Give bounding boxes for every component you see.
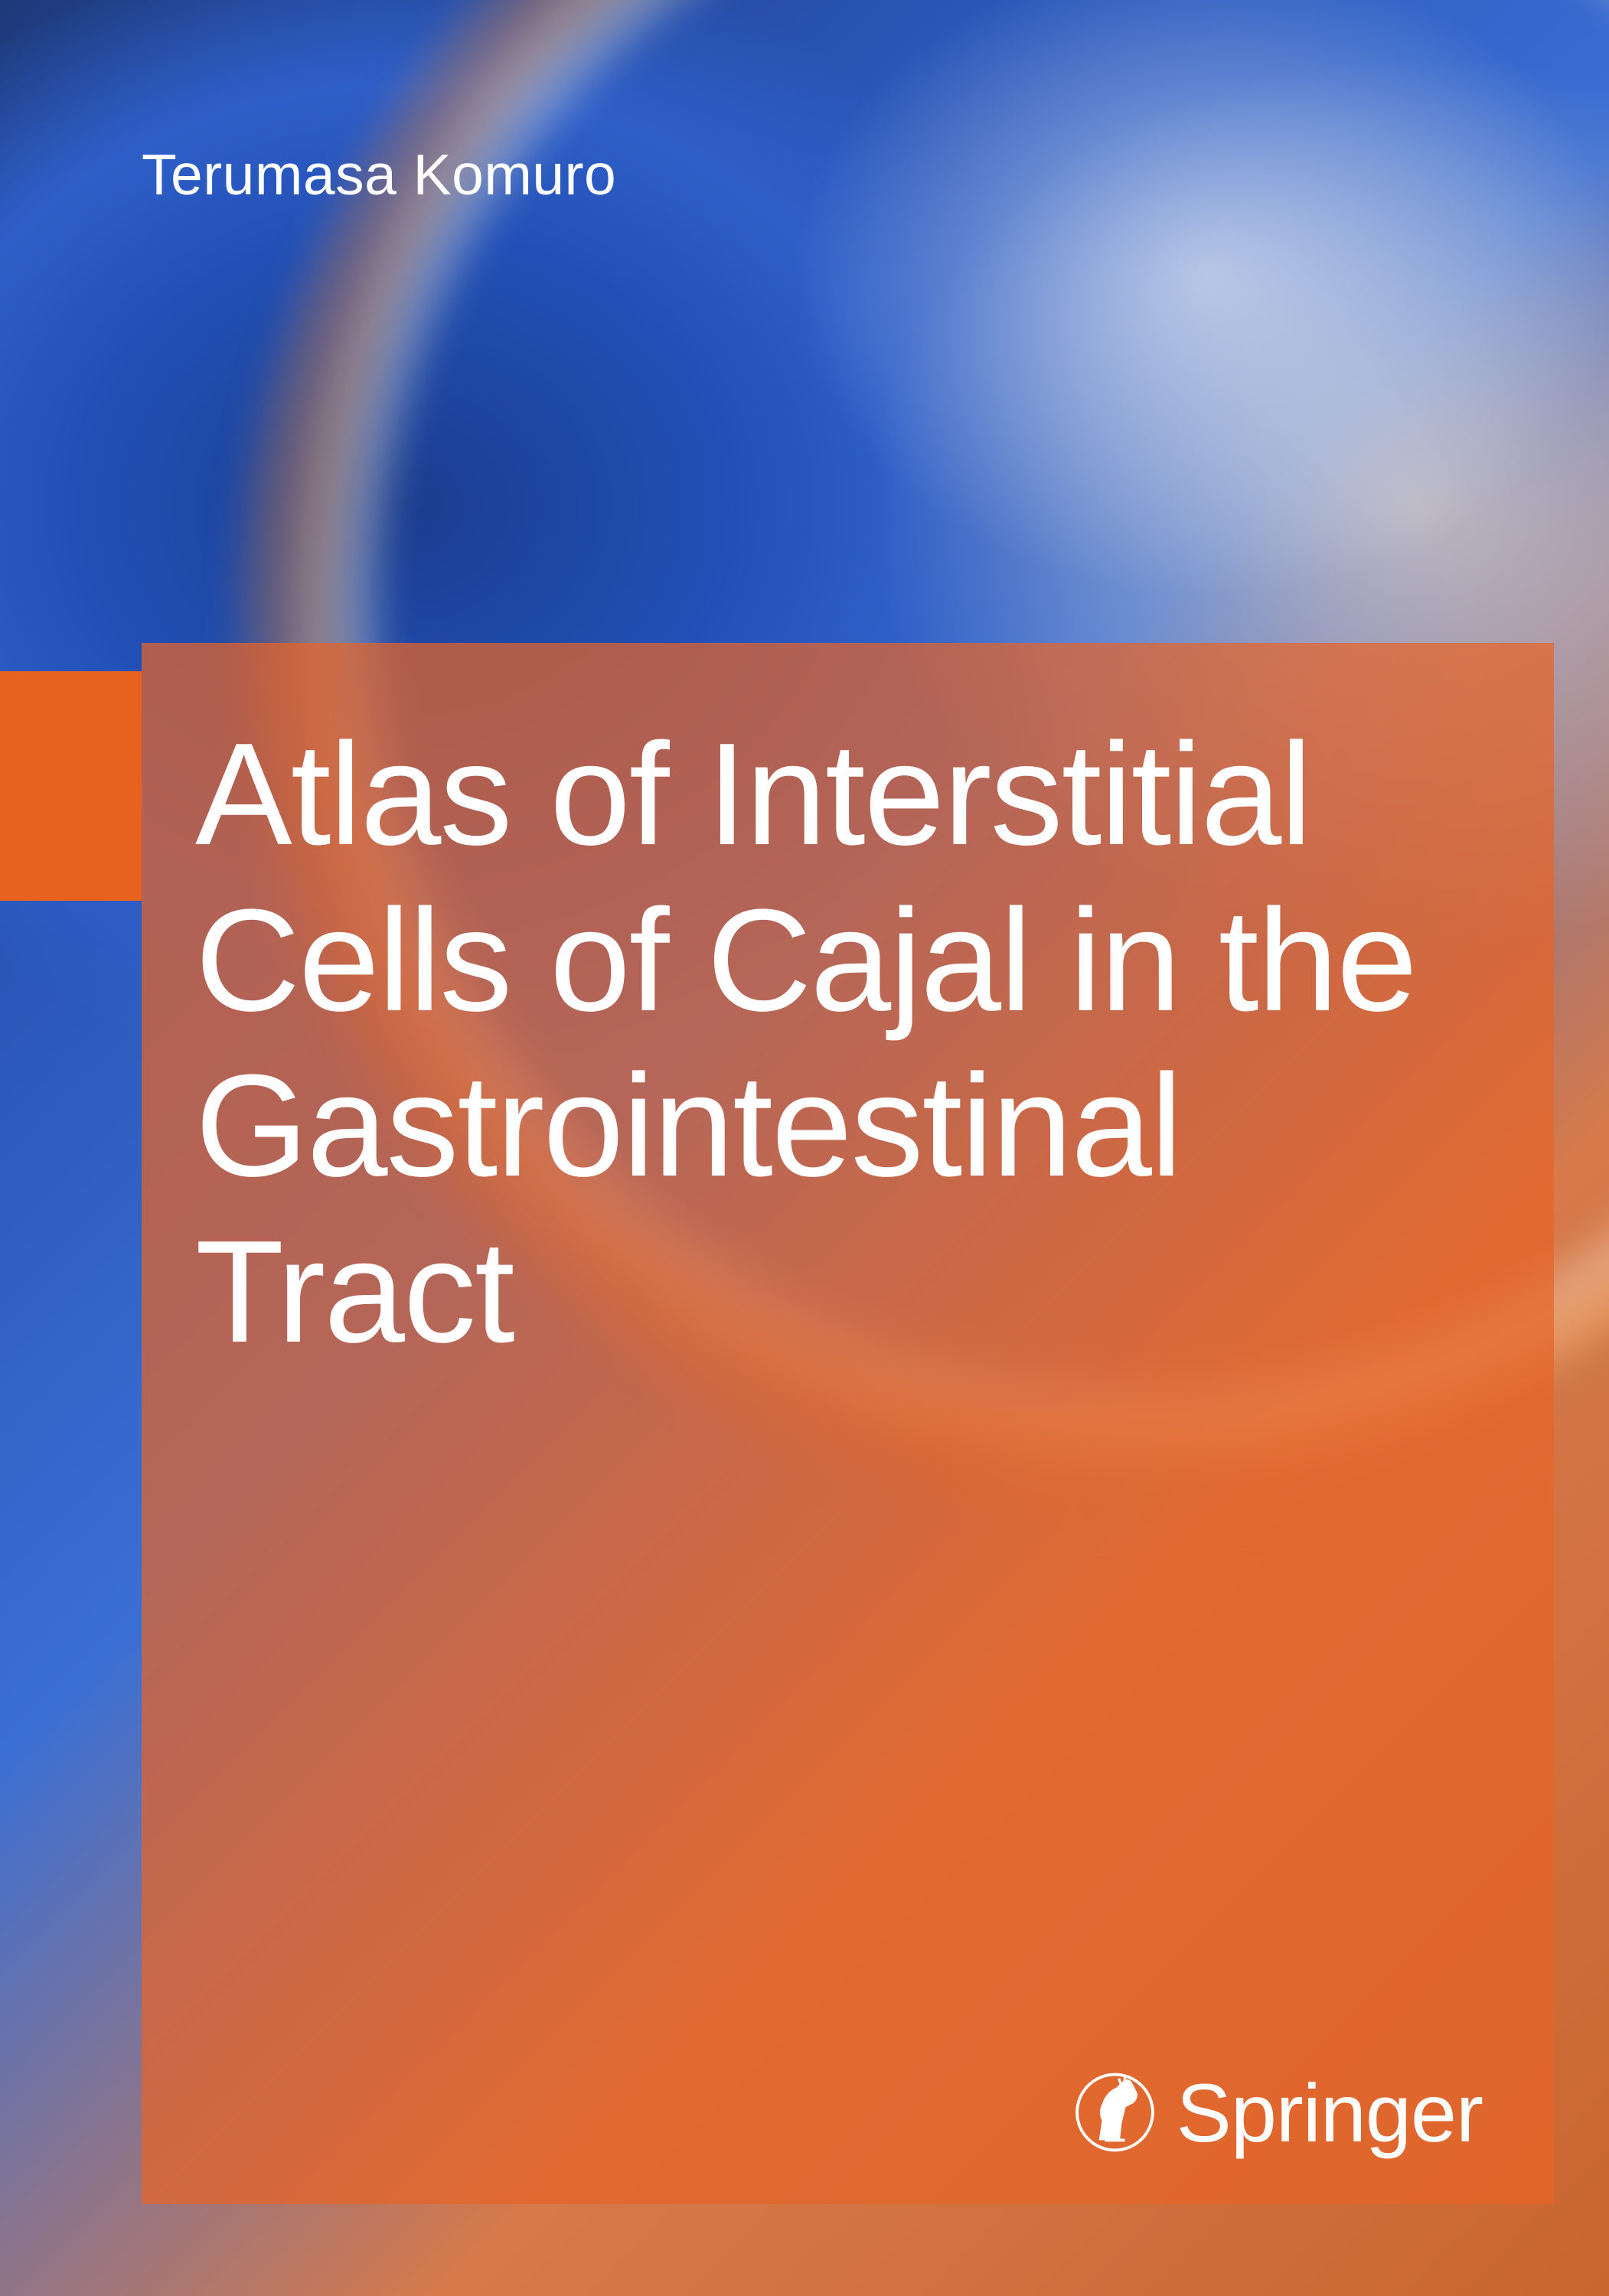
title-panel: Atlas of Interstitial Cells of Cajal in … xyxy=(142,643,1554,2204)
book-title: Atlas of Interstitial Cells of Cajal in … xyxy=(195,712,1500,1375)
book-cover: Terumasa Komuro Atlas of Interstitial Ce… xyxy=(0,0,1609,2296)
publisher-block: Springer xyxy=(1075,2063,1483,2162)
springer-horse-icon xyxy=(1075,2063,1155,2162)
publisher-name: Springer xyxy=(1177,2065,1483,2161)
author-name: Terumasa Komuro xyxy=(142,142,616,207)
orange-side-tab xyxy=(0,671,142,901)
